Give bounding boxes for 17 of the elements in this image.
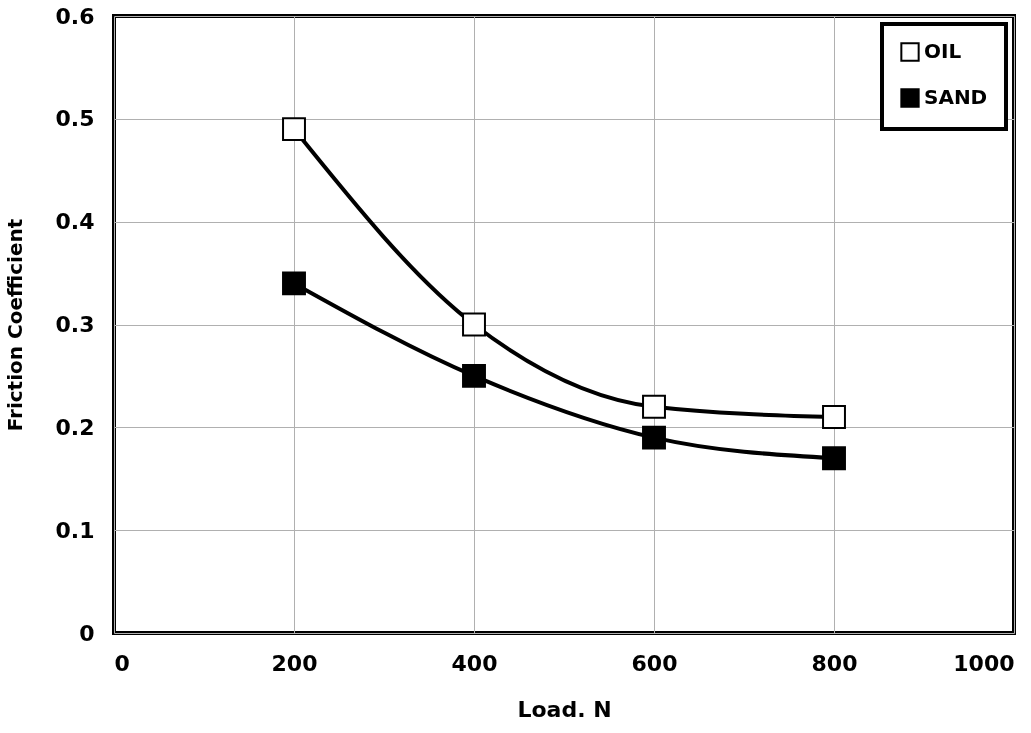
y-tick-label: 0.6 xyxy=(55,3,95,29)
y-tick-label: 0.3 xyxy=(55,312,95,337)
x-axis-title: Load. N xyxy=(517,696,612,722)
x-tick-label: 0 xyxy=(114,650,130,676)
x-tick-label: 200 xyxy=(271,650,318,676)
y-tick-label: 0.2 xyxy=(55,414,95,440)
y-axis-title: Friction Coefficient xyxy=(2,218,27,432)
y-tick-label: 0 xyxy=(79,620,95,646)
x-tick-label: 800 xyxy=(811,650,858,676)
y-tick-label: 0.5 xyxy=(55,106,95,132)
x-tick-label: 400 xyxy=(451,650,498,676)
x-tick-label: 600 xyxy=(631,650,678,676)
x-tick-label: 1000 xyxy=(953,650,1015,676)
y-tick-label: 0.4 xyxy=(55,209,95,235)
legend-label: SAND xyxy=(924,85,988,109)
legend-label: OIL xyxy=(924,39,962,63)
y-tick-label: 0.1 xyxy=(55,517,95,543)
